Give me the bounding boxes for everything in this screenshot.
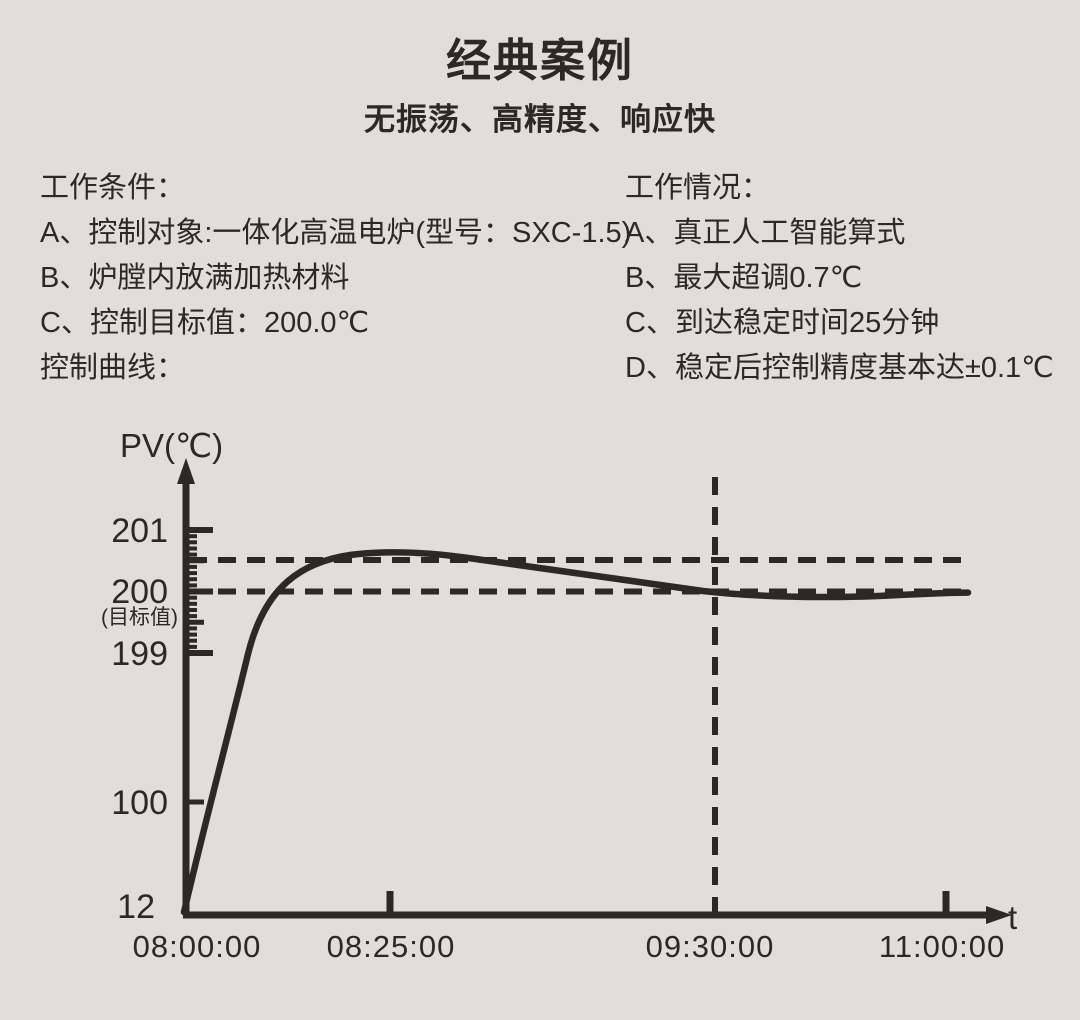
page-subtitle: 无振荡、高精度、响应快 <box>364 102 716 137</box>
working-conditions-heading: 工作条件： <box>40 172 186 204</box>
x-tick-label-0825: 08:25:00 <box>327 929 456 964</box>
y-tick-label-199: 199 <box>111 635 168 673</box>
x-axis-title: t <box>1008 899 1017 936</box>
condition-item-b: B、炉膛内放满加热材料 <box>40 262 350 294</box>
y-axis-arrow-icon <box>177 458 195 484</box>
x-axis-arrow-icon <box>986 906 1012 924</box>
result-item-b: B、最大超调0.7℃ <box>625 262 863 294</box>
x-tick-label-1100: 11:00:00 <box>879 929 1005 964</box>
x-axis <box>183 906 1012 924</box>
result-item-a: A、真正人工智能算式 <box>625 217 906 249</box>
y-tick-label-100: 100 <box>111 784 168 822</box>
pv-curve <box>180 549 972 916</box>
target-value-note: (目标值) <box>101 606 178 629</box>
page-title: 经典案例 <box>445 35 634 86</box>
result-item-c: C、到达稳定时间25分钟 <box>625 307 940 339</box>
y-axis-title: PV(℃) <box>120 427 223 464</box>
y-tick-label-12: 12 <box>117 888 155 926</box>
y-axis <box>177 458 195 915</box>
y-tick-label-201: 201 <box>111 512 168 550</box>
x-axis-ticks <box>386 891 950 913</box>
working-conditions-panel: 工作条件： A、控制对象:一体化高温电炉(型号：SXC-1.5) B、炉膛内放满… <box>40 166 631 391</box>
condition-item-a: A、控制对象:一体化高温电炉(型号：SXC-1.5) <box>40 217 632 249</box>
control-curve-caption: 控制曲线： <box>40 352 186 384</box>
working-results-heading: 工作情况： <box>625 172 771 204</box>
x-tick-label-0800: 08:00:00 <box>133 929 262 964</box>
x-tick-label-0930: 09:30:00 <box>646 929 775 964</box>
working-results-panel: 工作情况： A、真正人工智能算式 B、最大超调0.7℃ C、到达稳定时间25分钟… <box>625 166 1054 391</box>
y-tick-label-200: 200 <box>111 573 168 611</box>
condition-item-c: C、控制目标值：200.0℃ <box>40 307 370 339</box>
result-item-d: D、稳定后控制精度基本达±0.1℃ <box>625 352 1054 384</box>
y-axis-ticks <box>186 527 213 805</box>
